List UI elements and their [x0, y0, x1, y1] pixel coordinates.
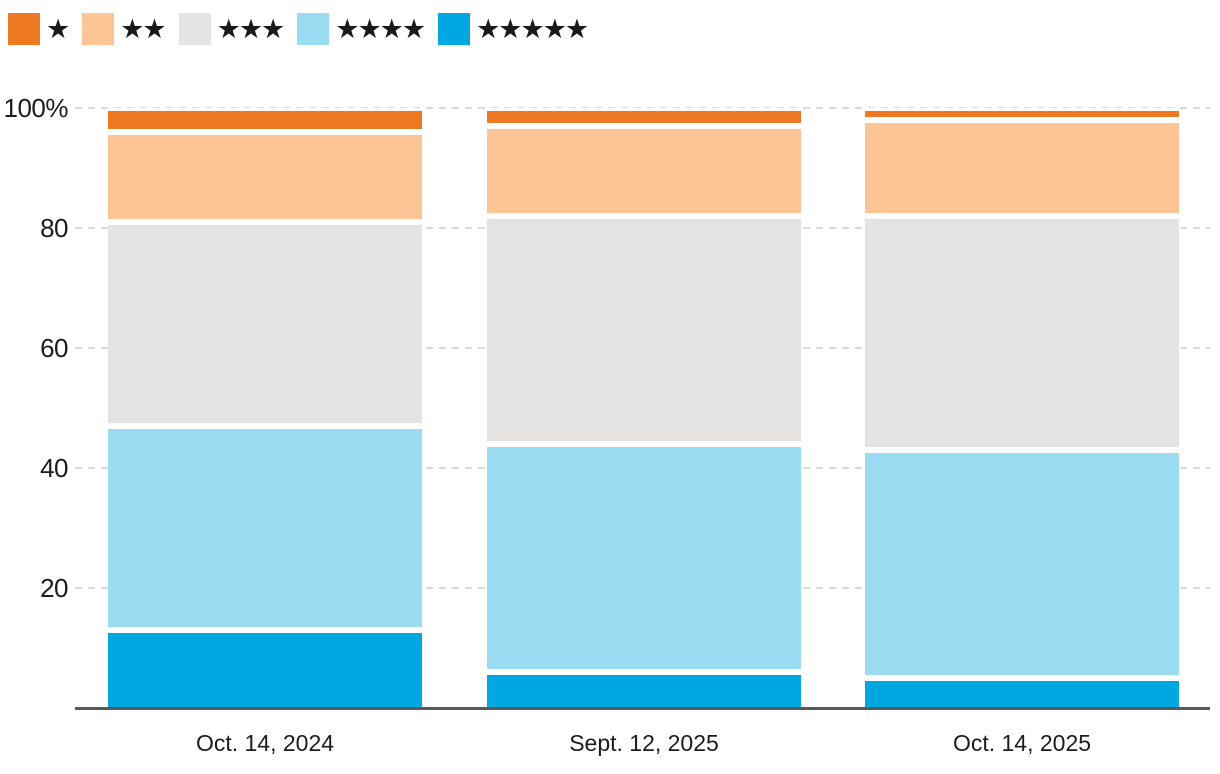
legend-swatch-5-stars	[438, 13, 471, 45]
bar-segment-oct-14-2025-5-stars	[865, 678, 1179, 708]
bar-segment-sept-12-2025-3-stars	[487, 216, 801, 444]
y-axis-tick-20: 20	[40, 573, 68, 603]
legend-item-2-stars: ★★	[82, 13, 167, 45]
legend-stars-label-2-stars: ★★	[120, 14, 166, 44]
bar-segment-oct-14-2024-4-stars	[108, 426, 422, 630]
y-axis-tick-40: 40	[40, 453, 68, 483]
x-axis-line	[75, 707, 1210, 710]
y-axis-tick-100: 100%	[3, 93, 69, 123]
x-axis-label-oct-14-2025: Oct. 14, 2025	[952, 730, 1092, 756]
legend-item-3-stars: ★★★	[178, 13, 286, 45]
legend-swatch-4-stars	[297, 13, 330, 45]
bar-segment-oct-14-2025-4-stars	[865, 450, 1179, 678]
bar-segment-oct-14-2024-5-stars	[108, 630, 422, 708]
legend-stars-label-4-stars: ★★★★	[335, 14, 426, 44]
chart-legend: ★ ★★ ★★★ ★★★★ ★★★★★	[8, 13, 589, 45]
x-axis-label-sept-12-2025: Sept. 12, 2025	[569, 730, 719, 756]
legend-item-1-star: ★	[8, 13, 70, 45]
legend-swatch-1-star	[8, 13, 40, 45]
bar-sept-12-2025	[487, 108, 801, 708]
bar-segment-oct-14-2025-1-star	[865, 108, 1179, 120]
bar-segment-sept-12-2025-5-stars	[487, 672, 801, 708]
x-axis-label-oct-14-2024: Oct. 14, 2024	[195, 730, 335, 756]
legend-swatch-3-stars	[178, 13, 211, 45]
bar-segment-oct-14-2024-2-stars	[108, 132, 422, 222]
legend-stars-label-5-stars: ★★★★★	[476, 14, 589, 44]
bar-segment-oct-14-2025-2-stars	[865, 120, 1179, 216]
legend-item-5-stars: ★★★★★	[438, 13, 589, 45]
bar-segment-sept-12-2025-1-star	[487, 108, 801, 126]
legend-item-4-stars: ★★★★	[297, 13, 426, 45]
bar-oct-14-2024	[108, 108, 422, 708]
y-axis-tick-80: 80	[40, 213, 68, 243]
legend-stars-label-3-stars: ★★★	[216, 14, 286, 44]
bar-segment-oct-14-2024-1-star	[108, 108, 422, 132]
bar-oct-14-2025	[865, 108, 1179, 708]
bar-segment-sept-12-2025-4-stars	[487, 444, 801, 672]
bar-segment-sept-12-2025-2-stars	[487, 126, 801, 216]
legend-stars-label-1-star: ★	[46, 14, 70, 44]
bar-segment-oct-14-2024-3-stars	[108, 222, 422, 426]
legend-swatch-2-stars	[82, 13, 115, 45]
bar-segment-oct-14-2025-3-stars	[865, 216, 1179, 450]
y-axis-tick-60: 60	[40, 333, 68, 363]
